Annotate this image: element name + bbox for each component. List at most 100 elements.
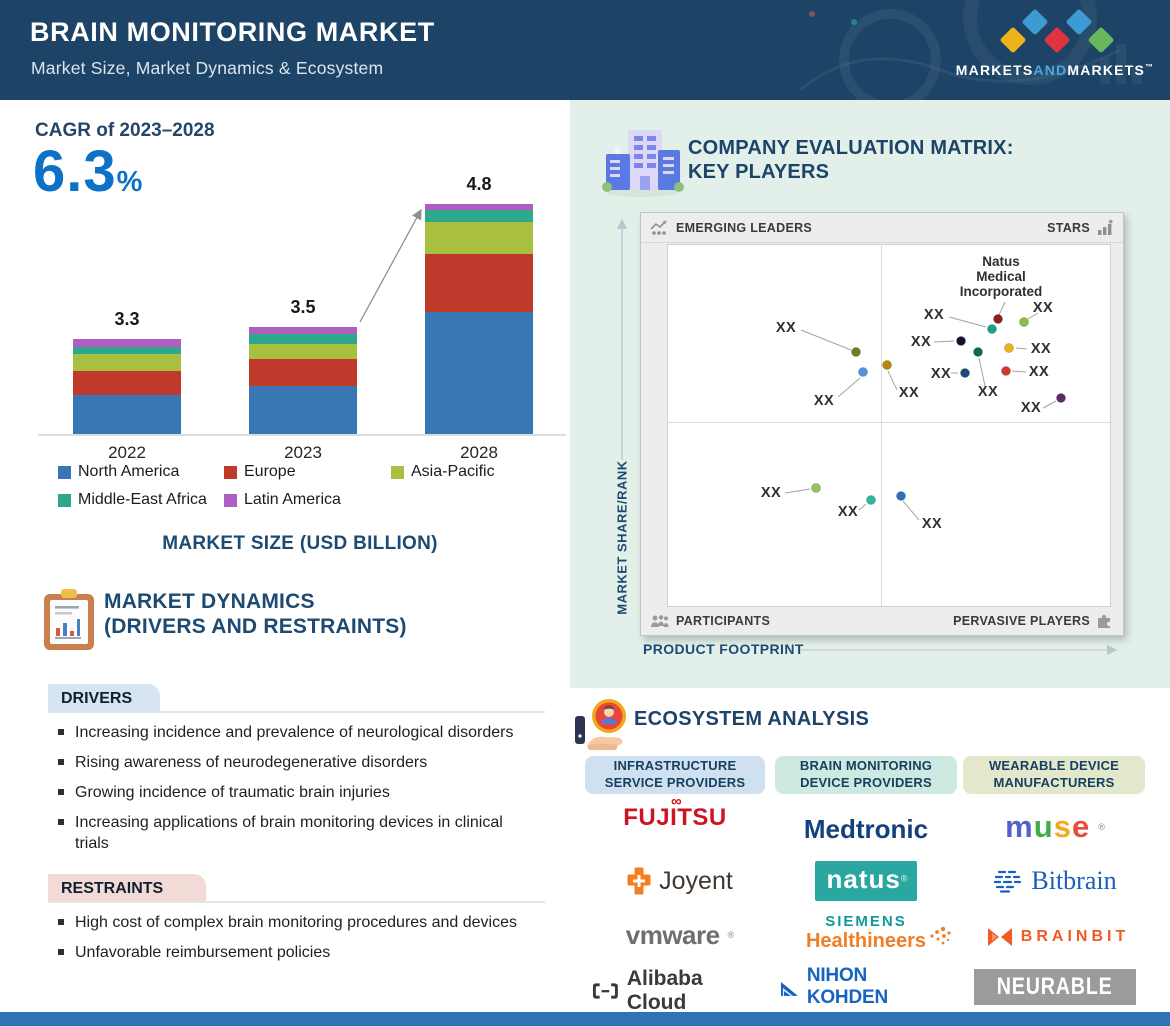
bar-segment: [73, 354, 181, 371]
alibaba-cloud-wordmark: Alibaba Cloud: [626, 967, 703, 1014]
bar-value: 4.8: [466, 174, 492, 194]
quadrant-participants: PARTICIPANTS: [650, 614, 770, 629]
restraint-item: Unfavorable reimbursement policies: [56, 942, 526, 963]
legend-item-latin-america: Latin America: [224, 491, 341, 509]
legend-label: North America: [78, 463, 180, 480]
legend-swatch: [58, 465, 71, 479]
header-line: WEARABLE DEVICE: [988, 758, 1120, 774]
participants-icon: [651, 614, 669, 627]
alibaba-cloud-logo: Alibaba Cloud: [592, 966, 762, 1016]
puzzle-icon: [1098, 614, 1110, 628]
matrix-y-axis-label: MARKET SHARE/RANK: [614, 460, 630, 615]
brainbit-bowtie-icon: [987, 928, 1012, 946]
matrix-horizontal-divider: [668, 422, 1110, 423]
fujitsu-infinity-icon: ∞: [671, 793, 682, 810]
restraint-item: High cost of complex brain monitoring pr…: [56, 912, 526, 933]
legend-swatch: [224, 493, 237, 507]
siemens-wordmark: SIEMENS: [825, 913, 907, 930]
fujitsu-wordmark: FUJITSU: [623, 804, 727, 831]
bar-2023: [249, 327, 357, 434]
bar-2022: [73, 339, 181, 434]
muse-letter: m: [1005, 809, 1034, 844]
legend-item-north-america: North America: [58, 463, 179, 481]
logo-tm: ™: [1144, 62, 1155, 72]
natus-box: natus®: [814, 861, 918, 901]
joyent-wordmark: Joyent: [659, 866, 733, 895]
matrix-x-axis-label: PRODUCT FOOTPRINT: [643, 641, 804, 657]
vmware-logo: vmware ®: [600, 910, 760, 960]
ecosystem-title: ECOSYSTEM ANALYSIS: [634, 708, 870, 730]
bitbrain-brain-icon: [994, 870, 1022, 893]
driver-item: Increasing applications of brain monitor…: [56, 812, 526, 854]
cagr-percent-sign: %: [116, 166, 144, 198]
matrix-title: COMPANY EVALUATION MATRIX: KEY PLAYERS: [688, 136, 1014, 184]
page-subtitle: Market Size, Market Dynamics & Ecosystem: [31, 58, 384, 78]
siemens-healthineers-logo: SIEMENS Healthineers: [785, 908, 951, 958]
muse-letter: u: [1033, 809, 1054, 844]
logo-markets2: MARKETS: [1067, 62, 1145, 78]
matrix-title-line1: COMPANY EVALUATION MATRIX:: [688, 137, 1014, 159]
bitbrain-wordmark: Bitbrain: [1031, 866, 1117, 895]
registered-mark: ®: [900, 873, 908, 884]
market-dynamics-title-line1: MARKET DYNAMICS: [104, 590, 315, 613]
natus-wordmark: natus: [826, 864, 901, 894]
matrix-plot-area: [667, 244, 1111, 607]
bar-segment: [249, 386, 357, 434]
logo-diamonds-icon: [1000, 9, 1114, 53]
bar-segment: [73, 347, 181, 354]
bitbrain-logo: Bitbrain: [975, 856, 1135, 906]
legend-swatch: [224, 465, 237, 479]
quadrant-emerging-leaders: EMERGING LEADERS: [650, 219, 812, 236]
logo-wordmark: MARKETSANDMARKETS™: [950, 62, 1160, 78]
header: BRAIN MONITORING MARKET Market Size, Mar…: [0, 0, 1170, 100]
header-line: SERVICE PROVIDERS: [604, 775, 746, 790]
driver-item: Increasing incidence and prevalence of n…: [56, 722, 526, 743]
alibaba-cloud-icon: [592, 983, 618, 999]
bar-segment: [73, 371, 181, 395]
nihon-kohden-wordmark: NIHON KOHDEN: [806, 965, 888, 1008]
legend-swatch: [58, 493, 71, 507]
header-line: DEVICE PROVIDERS: [800, 775, 932, 790]
ecosystem-column-header-device-providers: BRAIN MONITORING DEVICE PROVIDERS: [775, 756, 957, 794]
bar-segment: [73, 395, 181, 434]
legend-label: Middle-East Africa: [78, 491, 207, 508]
neurable-logo: NEURABLE: [974, 962, 1136, 1012]
buildings-icon: [602, 130, 684, 197]
cagr-number: 6.3: [33, 139, 117, 204]
market-dynamics-title-line2: (DRIVERS AND RESTRAINTS): [104, 615, 407, 638]
stars-icon: [1098, 218, 1114, 235]
cagr-value: 6.3%: [33, 138, 143, 205]
nihon-kohden-icon: [780, 981, 798, 996]
clipboard-icon: [44, 589, 94, 650]
x-axis-line: [38, 434, 566, 436]
restraints-header: RESTRAINTS: [48, 874, 206, 903]
ecosystem-icon: [575, 699, 626, 750]
quadrant-label: PARTICIPANTS: [676, 614, 771, 628]
brainbit-logo: BRAINBIT: [975, 912, 1141, 962]
natus-logo: natus®: [785, 856, 947, 906]
bar-category-label: 2023: [284, 443, 322, 462]
legend-item-middle-east-africa: Middle-East Africa: [58, 491, 207, 509]
bar-segment: [249, 344, 357, 359]
quadrant-stars: STARS: [1047, 218, 1114, 237]
page-title: BRAIN MONITORING MARKET: [30, 17, 435, 47]
bar-segment: [73, 339, 181, 347]
bar-category-label: 2028: [460, 443, 498, 462]
logo-markets1: MARKETS: [955, 62, 1034, 78]
medtronic-logo: Medtronic: [785, 804, 947, 854]
legend-item-asia-pacific: Asia-Pacific: [391, 463, 495, 481]
legend-swatch: [391, 465, 404, 479]
vmware-wordmark: vmware: [625, 919, 720, 950]
ecosystem-column-header-infrastructure: INFRASTRUCTURE SERVICE PROVIDERS: [585, 756, 765, 794]
chart-title: MARKET SIZE (USD BILLION): [162, 533, 438, 554]
drivers-list: Increasing incidence and prevalence of n…: [56, 722, 526, 864]
neurable-wordmark: NEURABLE: [997, 973, 1113, 1000]
restraints-divider: [48, 901, 545, 903]
matrix-title-line2: KEY PLAYERS: [688, 161, 830, 183]
quadrant-pervasive-players: PERVASIVE PLAYERS: [953, 612, 1114, 630]
muse-letter: s: [1053, 809, 1072, 844]
nihon-kohden-logo: NIHON KOHDEN: [780, 962, 952, 1012]
drivers-divider: [48, 711, 545, 713]
fujitsu-logo: ∞ FUJITSU: [600, 793, 750, 832]
muse-logo: muse ®: [975, 802, 1135, 852]
